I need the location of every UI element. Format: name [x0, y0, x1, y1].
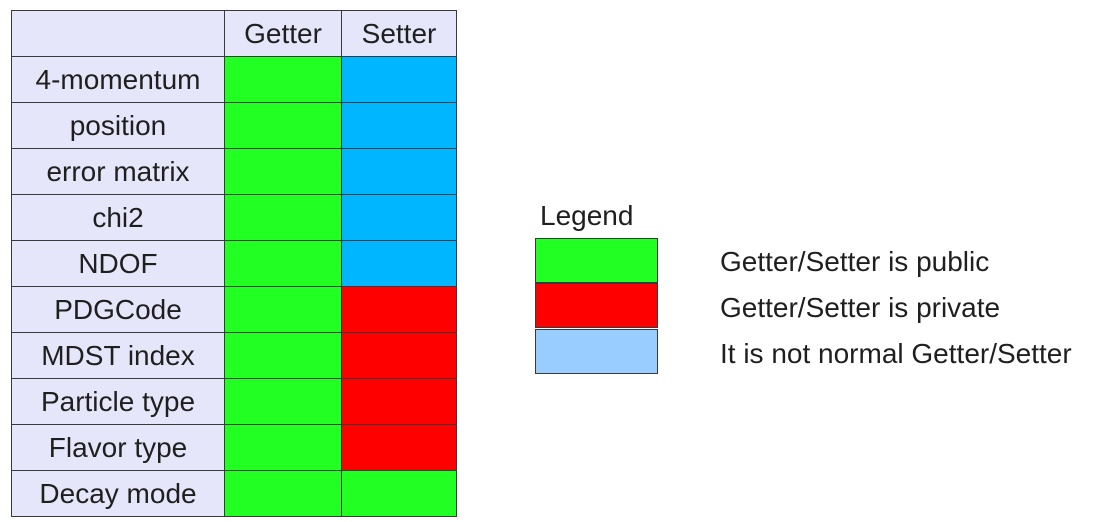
setter-status-cell [341, 424, 457, 471]
setter-status-cell [341, 378, 457, 425]
getter-status-cell [224, 56, 342, 103]
legend-label-public: Getter/Setter is public [720, 246, 990, 277]
row-label: 4-momentum [11, 56, 225, 103]
row-label: MDST index [11, 332, 225, 379]
row-label: NDOF [11, 240, 225, 287]
getter-status-cell [224, 378, 342, 425]
table-row: error matrix [11, 148, 457, 195]
row-label: Flavor type [11, 424, 225, 471]
row-label: chi2 [11, 194, 225, 241]
getter-status-cell [224, 102, 342, 149]
legend-title: Legend [540, 200, 634, 231]
row-label: PDGCode [11, 286, 225, 333]
row-label: error matrix [11, 148, 225, 195]
getter-status-cell [224, 148, 342, 195]
setter-status-cell [341, 240, 457, 287]
getter-status-cell [224, 470, 342, 517]
getter-status-cell [224, 332, 342, 379]
getter-status-cell [224, 424, 342, 471]
getter-status-cell [224, 194, 342, 241]
getter-column-header: Getter [224, 10, 342, 57]
legend: Legend Getter/Setter is public Getter/Se… [535, 198, 1110, 388]
table-row: PDGCode [11, 286, 457, 333]
getter-setter-table: Getter Setter 4-momentum position error ma… [11, 10, 457, 517]
table-row: Flavor type [11, 424, 457, 471]
legend-swatch-not-normal [535, 329, 658, 374]
setter-status-cell [341, 102, 457, 149]
setter-status-cell [341, 286, 457, 333]
legend-swatch-public [535, 238, 658, 283]
row-label: position [11, 102, 225, 149]
table-row: Decay mode [11, 470, 457, 517]
getter-status-cell [224, 286, 342, 333]
setter-status-cell [341, 332, 457, 379]
row-label: Particle type [11, 378, 225, 425]
table-row: chi2 [11, 194, 457, 241]
table-corner-cell [11, 10, 225, 57]
setter-status-cell [341, 56, 457, 103]
table-row: position [11, 102, 457, 149]
legend-swatch-private [535, 283, 658, 328]
table-row: NDOF [11, 240, 457, 287]
setter-status-cell [341, 470, 457, 517]
setter-status-cell [341, 148, 457, 195]
table-header-row: Getter Setter [11, 10, 457, 57]
getter-status-cell [224, 240, 342, 287]
setter-column-header: Setter [341, 10, 457, 57]
row-label: Decay mode [11, 470, 225, 517]
setter-status-cell [341, 194, 457, 241]
table-row: MDST index [11, 332, 457, 379]
table-row: 4-momentum [11, 56, 457, 103]
legend-label-not-normal: It is not normal Getter/Setter [720, 338, 1072, 369]
legend-label-private: Getter/Setter is private [720, 292, 1001, 323]
table-row: Particle type [11, 378, 457, 425]
